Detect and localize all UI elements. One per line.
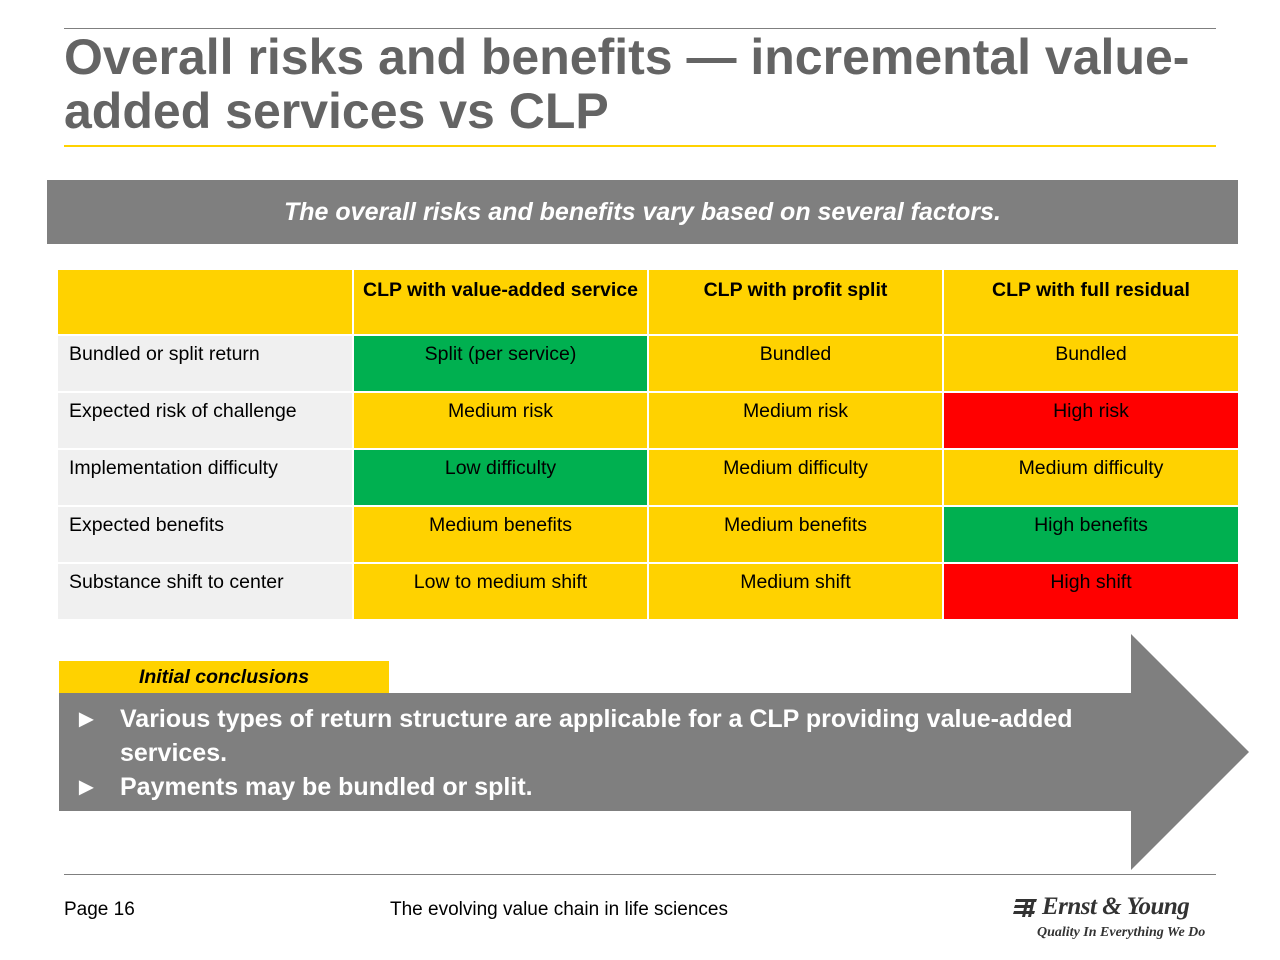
- row-label: Substance shift to center: [56, 562, 354, 621]
- logo-tagline: Quality In Everything We Do: [1037, 925, 1206, 940]
- conclusion-text: Various types of return structure are ap…: [120, 705, 1073, 767]
- status-cell: Low difficulty: [352, 448, 649, 507]
- conclusion-item: ► Payments may be bundled or split.: [74, 770, 1134, 804]
- conclusion-item: ► Various types of return structure are …: [74, 702, 1134, 770]
- status-cell: Low to medium shift: [352, 562, 649, 621]
- status-cell: Bundled: [647, 334, 944, 393]
- table-row: Expected risk of challenge Medium risk M…: [56, 391, 1240, 450]
- table-header-cell: [56, 268, 354, 336]
- status-cell: Medium benefits: [352, 505, 649, 564]
- status-cell: High benefits: [942, 505, 1240, 564]
- conclusion-text: Payments may be bundled or split.: [120, 773, 533, 801]
- status-cell: Medium risk: [352, 391, 649, 450]
- triangle-bullet-icon: ►: [74, 705, 99, 733]
- conclusions-label: Initial conclusions: [59, 661, 389, 693]
- status-cell: Bundled: [942, 334, 1240, 393]
- company-logo: Ernst & Young Quality In Everything We D…: [1010, 893, 1225, 945]
- table-header-cell: CLP with full residual: [942, 268, 1240, 336]
- row-label: Expected benefits: [56, 505, 354, 564]
- table-header-row: CLP with value-added service CLP with pr…: [56, 268, 1240, 336]
- table-row: Substance shift to center Low to medium …: [56, 562, 1240, 621]
- table-header-cell: CLP with profit split: [647, 268, 944, 336]
- triangle-bullet-icon: ►: [74, 773, 99, 801]
- conclusions-arrow: [59, 634, 1249, 870]
- row-label: Bundled or split return: [56, 334, 354, 393]
- footer-rule: [64, 874, 1216, 875]
- status-cell: High shift: [942, 562, 1240, 621]
- logo-wordmark: Ernst & Young: [1042, 893, 1190, 920]
- summary-banner: The overall risks and benefits vary base…: [47, 180, 1238, 244]
- page-number: Page 16: [64, 899, 135, 920]
- top-rule: [64, 28, 1216, 29]
- conclusions-list: ► Various types of return structure are …: [74, 702, 1134, 804]
- table-row: Bundled or split return Split (per servi…: [56, 334, 1240, 393]
- row-label: Implementation difficulty: [56, 448, 354, 507]
- status-cell: Split (per service): [352, 334, 649, 393]
- footer-title: The evolving value chain in life science…: [390, 899, 728, 920]
- table-header-cell: CLP with value-added service: [352, 268, 649, 336]
- status-cell: Medium difficulty: [647, 448, 944, 507]
- title-underline: [64, 145, 1216, 147]
- table-row: Expected benefits Medium benefits Medium…: [56, 505, 1240, 564]
- status-cell: Medium risk: [647, 391, 944, 450]
- status-cell: High risk: [942, 391, 1240, 450]
- row-label: Expected risk of challenge: [56, 391, 354, 450]
- risk-benefit-table: CLP with value-added service CLP with pr…: [56, 268, 1240, 621]
- status-cell: Medium benefits: [647, 505, 944, 564]
- slide-title: Overall risks and benefits — incremental…: [64, 29, 1190, 139]
- table-row: Implementation difficulty Low difficulty…: [56, 448, 1240, 507]
- status-cell: Medium difficulty: [942, 448, 1240, 507]
- arrow-shape: [59, 634, 1249, 870]
- ey-logo-mark-icon: [1013, 899, 1037, 917]
- status-cell: Medium shift: [647, 562, 944, 621]
